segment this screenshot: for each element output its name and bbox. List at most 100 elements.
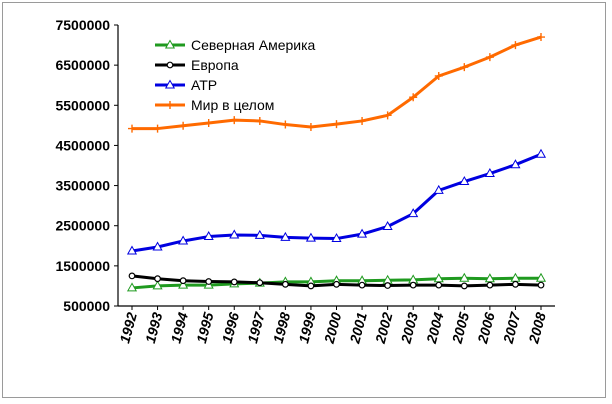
x-tick-label: 2001: [346, 310, 370, 345]
legend-world-point: [166, 101, 174, 109]
chart-frame: 500000 1500000 2500000 3500000 4500000 550000…: [2, 2, 606, 398]
europe-point: [179, 277, 187, 285]
y-tick-label: 3500000: [55, 178, 110, 194]
x-tick-label: 1992: [116, 310, 140, 344]
apac-point: [152, 241, 163, 251]
x-tick-label: 2006: [474, 310, 498, 345]
europe-point: [128, 272, 136, 280]
world-point: [230, 116, 239, 125]
x-tick-label: 1995: [193, 310, 217, 344]
europe-point: [486, 281, 494, 289]
x-tick-label: 2007: [500, 309, 524, 345]
world-point: [358, 116, 367, 125]
apac-point: [203, 231, 214, 241]
legend-item-europe: Европа: [155, 57, 239, 73]
world-point: [281, 120, 290, 129]
x-tick-label: 2005: [448, 310, 472, 345]
apac-point: [382, 220, 393, 231]
europe-point: [205, 278, 213, 285]
x-tick-label: 1993: [142, 310, 166, 344]
world-point: [485, 53, 494, 62]
x-tick-label: 2004: [423, 310, 447, 345]
apac-point: [229, 229, 240, 239]
y-tick-label: 1500000: [55, 258, 110, 274]
x-tick-label: 2008: [525, 310, 549, 345]
y-tick-label: 500000: [63, 298, 110, 314]
x-tick-label: 2002: [372, 310, 396, 345]
apac-point: [331, 233, 342, 243]
world-point: [179, 121, 188, 130]
y-tick-label: 2500000: [55, 218, 110, 234]
europe-point: [358, 281, 366, 289]
x-tick-label: 2000: [321, 310, 345, 345]
apac-point: [408, 208, 419, 218]
europe-point: [256, 279, 264, 287]
apac-point: [459, 176, 470, 186]
world-point: [537, 33, 545, 42]
legend-europe-point: [166, 61, 174, 69]
x-tick-label: 1998: [270, 310, 294, 344]
y-tick-labels: 500000 1500000 2500000 3500000 4500000 550000…: [55, 17, 110, 314]
apac-point: [280, 231, 291, 241]
world-point: [434, 71, 443, 80]
europe-point: [333, 280, 340, 288]
world-point: [460, 63, 469, 72]
legend-north-america-point: [164, 39, 176, 49]
legend-label: АТР: [191, 77, 217, 93]
series-apac: [126, 148, 547, 255]
line-chart: 500000 1500000 2500000 3500000 4500000 550000…: [55, 17, 555, 346]
world-point: [255, 116, 264, 125]
north-america-point: [459, 272, 470, 282]
legend-item-north-america: Северная Америка: [155, 37, 316, 53]
y-tick-label: 5500000: [55, 97, 110, 113]
x-tick-labels: 1992 1993 1994 1995 1996 1997 1998 1999 2000 2001…: [116, 309, 549, 345]
world-point: [306, 122, 315, 131]
europe-point: [460, 282, 468, 290]
apac-point: [178, 235, 189, 245]
legend: Северная Америка Европа АТР Мир в целом: [155, 37, 316, 113]
x-tick-label: 1999: [295, 310, 319, 344]
north-america-point: [535, 272, 547, 282]
apac-point: [535, 148, 547, 158]
x-tick-label: 1994: [168, 310, 192, 344]
world-point: [128, 124, 136, 133]
apac-point: [254, 229, 265, 239]
north-america-point: [126, 282, 138, 292]
north-america-point: [484, 273, 495, 283]
legend-label: Мир в целом: [191, 97, 274, 113]
europe-point: [409, 281, 417, 289]
apac-point: [484, 168, 495, 178]
y-tick-label: 7500000: [55, 17, 110, 33]
series-world: [128, 33, 545, 133]
north-america-point: [433, 273, 444, 283]
world-point: [204, 118, 213, 127]
x-tick-label: 1997: [244, 309, 268, 344]
north-america-point: [178, 279, 189, 289]
north-america-point: [152, 280, 163, 290]
apac-point: [433, 184, 444, 194]
axes: [114, 24, 555, 310]
legend-label: Европа: [191, 57, 239, 73]
europe-point: [384, 282, 392, 289]
series-group: [126, 33, 547, 292]
europe-point: [512, 280, 519, 288]
legend-apac-point: [164, 79, 176, 89]
world-point: [332, 120, 341, 129]
europe-point: [154, 275, 161, 283]
europe-point: [537, 281, 545, 289]
europe-point: [307, 282, 315, 290]
europe-point: [230, 278, 238, 286]
y-tick-label: 6500000: [55, 57, 110, 73]
europe-point: [435, 281, 443, 289]
world-point: [511, 41, 520, 50]
apac-point: [126, 245, 138, 255]
world-point: [153, 124, 162, 133]
world-point: [383, 111, 392, 120]
world-point: [409, 93, 418, 102]
europe-point: [281, 280, 289, 288]
x-tick-label: 1996: [219, 310, 243, 344]
legend-item-apac: АТР: [155, 77, 217, 93]
legend-item-world: Мир в целом: [155, 97, 274, 113]
apac-point: [510, 159, 521, 169]
apac-point: [357, 228, 368, 238]
